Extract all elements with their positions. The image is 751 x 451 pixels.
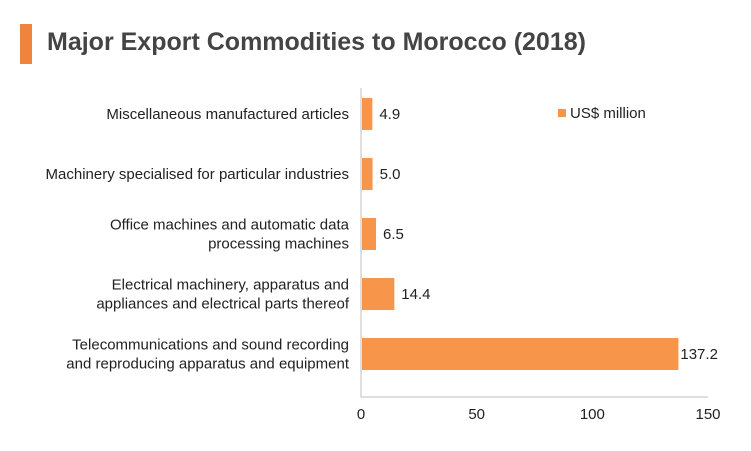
bar-value-label: 5.0 xyxy=(380,166,401,183)
category-label: Machinery specialised for particular ind… xyxy=(46,166,349,183)
title-accent-bar xyxy=(20,24,32,64)
x-tick-label: 50 xyxy=(468,406,485,423)
x-tick-label: 150 xyxy=(695,406,720,423)
bar-1 xyxy=(362,98,373,130)
x-tick-label: 0 xyxy=(357,406,365,423)
category-label: Miscellaneous manufactured articles xyxy=(106,106,349,123)
bar-value-label: 6.5 xyxy=(383,226,404,243)
category-label: appliances and electrical parts thereof xyxy=(96,296,349,313)
category-label: Electrical machinery, apparatus and xyxy=(112,277,349,294)
bar-3 xyxy=(362,218,377,250)
category-label: processing machines xyxy=(208,236,349,253)
bar-4 xyxy=(362,278,395,310)
bar-value-label: 14.4 xyxy=(401,286,430,303)
legend-label: US$ million xyxy=(570,105,646,122)
bar-value-label: 137.2 xyxy=(680,346,718,363)
bar-value-label: 4.9 xyxy=(379,106,400,123)
chart-title: Major Export Commodities to Morocco (201… xyxy=(47,28,586,56)
x-tick-label: 100 xyxy=(580,406,605,423)
category-label: and reproducing apparatus and equipment xyxy=(66,356,350,373)
category-label: Office machines and automatic data xyxy=(110,217,350,234)
category-label: Telecommunications and sound recording xyxy=(72,337,349,354)
bar-5 xyxy=(362,338,679,370)
bar-2 xyxy=(362,158,373,190)
legend-swatch xyxy=(558,109,566,117)
